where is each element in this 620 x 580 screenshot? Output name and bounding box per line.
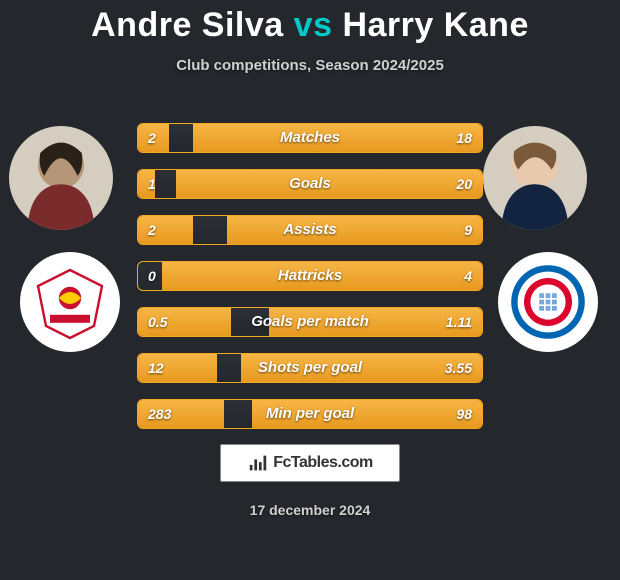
stat-value-right: 98 bbox=[456, 400, 472, 428]
stat-label: Shots per goal bbox=[138, 354, 482, 382]
stat-label: Goals bbox=[138, 170, 482, 198]
stat-label: Min per goal bbox=[138, 400, 482, 428]
stat-value-left: 2 bbox=[148, 216, 156, 244]
stat-row: Matches2 18 bbox=[137, 123, 483, 153]
stat-row: Goals1 20 bbox=[137, 169, 483, 199]
player1-club-badge bbox=[20, 252, 120, 352]
stat-value-right: 9 bbox=[464, 216, 472, 244]
title-vs: vs bbox=[294, 6, 333, 44]
title-player1: Andre Silva bbox=[91, 6, 284, 44]
stat-row: Assists2 9 bbox=[137, 215, 483, 245]
stat-label: Hattricks bbox=[138, 262, 482, 290]
club-crest-icon bbox=[30, 262, 110, 342]
date-label: 17 december 2024 bbox=[0, 502, 620, 518]
stat-label: Assists bbox=[138, 216, 482, 244]
stat-value-right: 1.11 bbox=[446, 308, 472, 336]
stat-label: Matches bbox=[138, 124, 482, 152]
person-icon bbox=[483, 126, 587, 230]
title-player2: Harry Kane bbox=[342, 6, 528, 44]
stat-value-left: 0 bbox=[148, 262, 156, 290]
player1-avatar bbox=[9, 126, 113, 230]
stat-value-right: 20 bbox=[456, 170, 472, 198]
club-crest-icon bbox=[508, 262, 588, 342]
subtitle: Club competitions, Season 2024/2025 bbox=[0, 57, 620, 74]
stat-row: Hattricks0 4 bbox=[137, 261, 483, 291]
site-logo-text: FcTables.com bbox=[273, 454, 373, 472]
page-title: Andre Silva vs Harry Kane bbox=[0, 0, 620, 45]
stat-label: Goals per match bbox=[138, 308, 482, 336]
comparison-bars: Matches218Goals120Assists29Hattricks04Go… bbox=[137, 123, 483, 445]
site-logo: FcTables.com bbox=[220, 444, 400, 482]
stat-row: Min per goal283 98 bbox=[137, 399, 483, 429]
player2-avatar bbox=[483, 126, 587, 230]
stat-value-right: 3.55 bbox=[445, 354, 472, 382]
stat-value-left: 1 bbox=[148, 170, 156, 198]
stat-value-left: 0.5 bbox=[148, 308, 167, 336]
stat-value-left: 2 bbox=[148, 124, 156, 152]
stat-value-left: 12 bbox=[148, 354, 164, 382]
stat-value-right: 18 bbox=[456, 124, 472, 152]
bar-chart-icon bbox=[247, 452, 269, 474]
person-icon bbox=[9, 126, 113, 230]
player2-club-badge bbox=[498, 252, 598, 352]
stat-row: Goals per match0.5 1.11 bbox=[137, 307, 483, 337]
stat-row: Shots per goal12 3.55 bbox=[137, 353, 483, 383]
stat-value-left: 283 bbox=[148, 400, 171, 428]
stat-value-right: 4 bbox=[464, 262, 472, 290]
